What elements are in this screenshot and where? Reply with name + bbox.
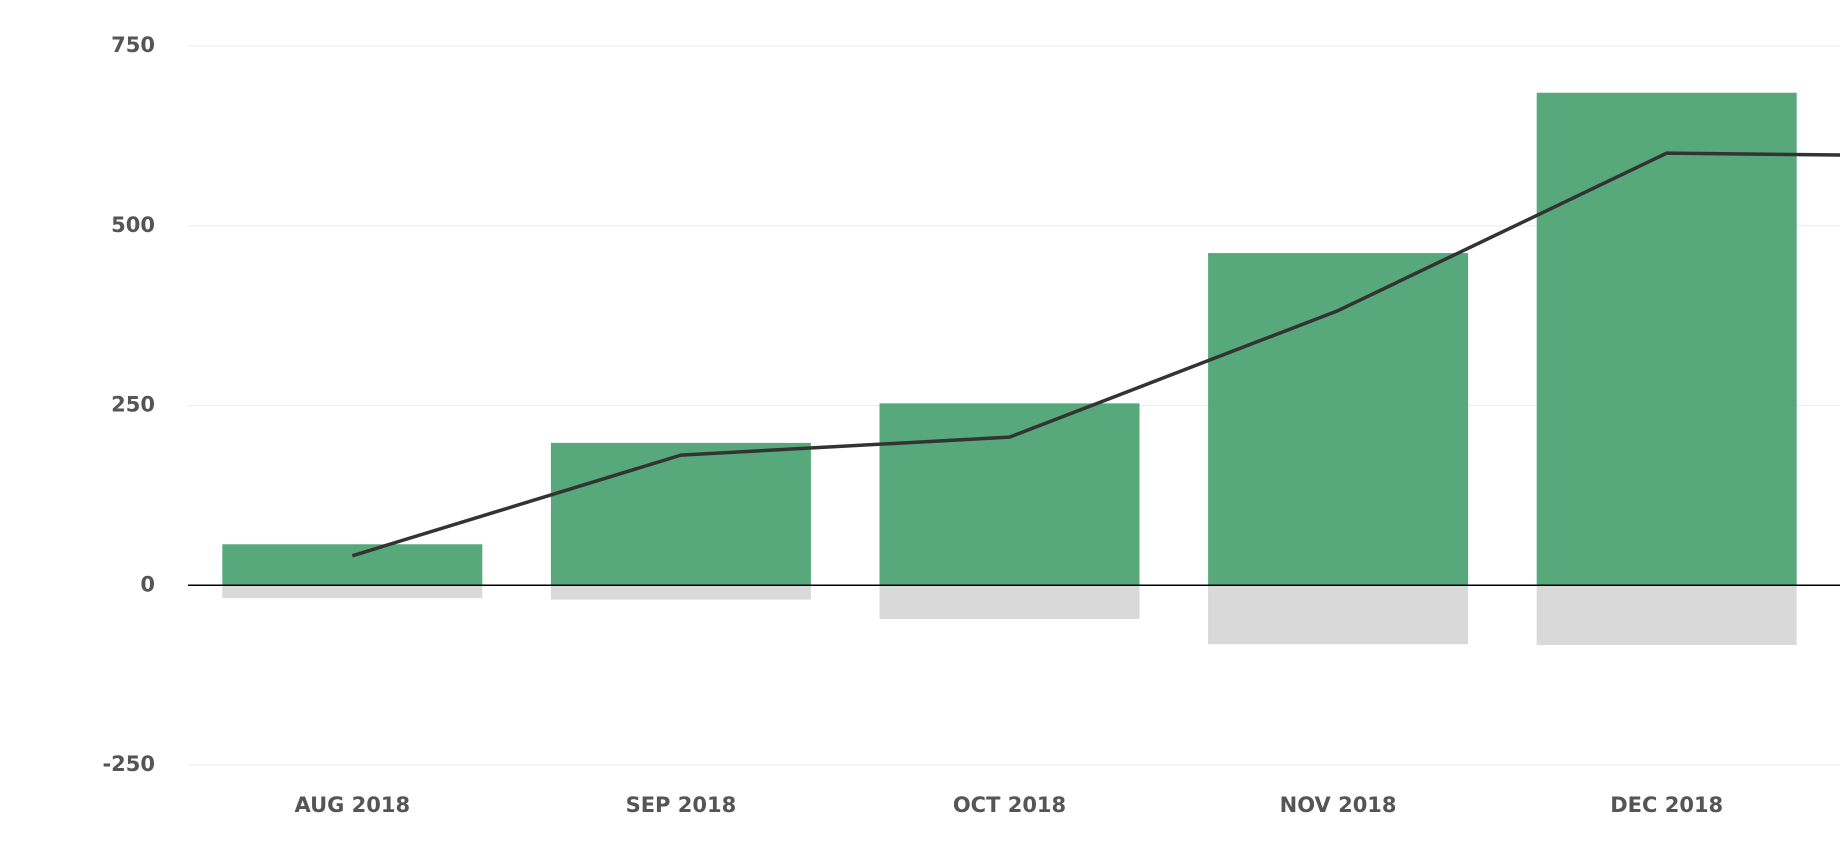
- bar: [1536, 92, 1797, 586]
- bar: [1208, 253, 1469, 586]
- y-tick-label: 250: [111, 393, 155, 417]
- bar: [550, 585, 811, 600]
- bar: [879, 585, 1140, 620]
- y-tick-label: 750: [111, 33, 155, 57]
- bar: [222, 585, 483, 599]
- bar: [879, 403, 1140, 586]
- bar: [1536, 585, 1797, 645]
- bar: [1208, 585, 1469, 645]
- x-tick-label: OCT 2018: [953, 793, 1066, 817]
- y-tick-label: 0: [140, 572, 155, 596]
- x-tick-label: DEC 2018: [1610, 793, 1723, 817]
- x-tick-label: AUG 2018: [294, 793, 410, 817]
- y-tick-label: -250: [102, 752, 155, 776]
- y-tick-label: 500: [111, 213, 155, 237]
- line: [351, 151, 1840, 558]
- x-tick-label: SEP 2018: [626, 793, 737, 817]
- bar: [550, 442, 811, 586]
- x-tick-label: NOV 2018: [1280, 793, 1397, 817]
- bar: [222, 544, 483, 586]
